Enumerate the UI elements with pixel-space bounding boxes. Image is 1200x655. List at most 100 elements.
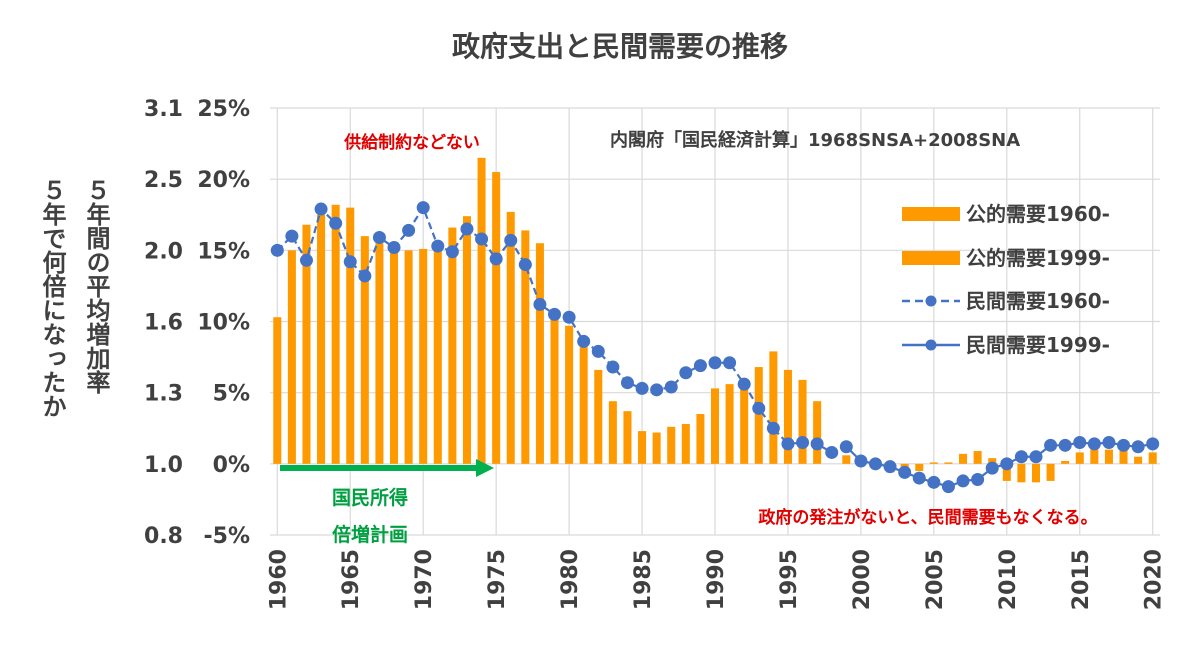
- x-tick-label: 2010: [996, 549, 1021, 610]
- bar: [973, 451, 982, 464]
- bar: [404, 250, 413, 464]
- bar: [667, 426, 676, 464]
- bar: [681, 423, 690, 464]
- data-point: [723, 356, 737, 370]
- data-point: [971, 472, 985, 486]
- bar: [652, 432, 661, 464]
- data-point: [518, 258, 532, 272]
- plan-arrow-head: [476, 459, 494, 477]
- data-point: [562, 310, 576, 324]
- bar: [783, 369, 792, 464]
- data-point: [839, 440, 853, 454]
- bar: [433, 246, 442, 464]
- bar: [448, 227, 457, 464]
- data-point: [708, 356, 722, 370]
- legend-marker-private-1960: [925, 295, 937, 307]
- bar: [346, 207, 355, 464]
- legend-swatch-public-1960: [902, 207, 960, 221]
- x-tick-label: 1970: [412, 549, 437, 610]
- bar: [608, 401, 617, 464]
- data-point: [898, 465, 912, 479]
- data-point: [1102, 435, 1116, 449]
- bar: [1031, 463, 1040, 483]
- bar: [521, 230, 530, 464]
- bar: [492, 172, 501, 464]
- data-point: [927, 475, 941, 489]
- legend-label-private-1999: 民間需要1999-: [966, 333, 1110, 357]
- bar: [1148, 452, 1157, 464]
- bar: [477, 157, 486, 464]
- y-tick-label-pct: 10%: [197, 311, 250, 336]
- legend-marker-private-1999: [925, 339, 937, 351]
- bar: [754, 367, 763, 464]
- annotation-supply: 供給制約などない: [343, 132, 480, 153]
- data-point: [737, 377, 751, 391]
- bar: [287, 250, 296, 464]
- bar: [594, 369, 603, 464]
- x-axis-ticks: 1960 1965 1970 1975 1980 1985 1990 1995 2000 2005…: [266, 549, 1166, 610]
- bar: [419, 248, 428, 464]
- data-point: [1073, 435, 1087, 449]
- bar: [462, 216, 471, 464]
- data-point: [577, 334, 591, 348]
- data-point: [752, 401, 766, 415]
- data-point: [956, 474, 970, 488]
- data-point: [445, 245, 459, 259]
- bar: [360, 236, 369, 464]
- bar: [565, 325, 574, 464]
- series-line: [845, 441, 1153, 488]
- data-point: [416, 201, 430, 215]
- y-tick-label-multiple: 3.1: [144, 97, 183, 122]
- bar: [638, 431, 647, 464]
- data-point: [314, 202, 328, 216]
- x-tick-label: 1975: [485, 549, 510, 610]
- legend-label-public-1960: 公的需要1960-: [966, 202, 1110, 226]
- data-point: [460, 222, 474, 236]
- line-series: [270, 201, 1160, 494]
- x-tick-label: 1995: [777, 549, 802, 610]
- x-tick-label: 1980: [558, 549, 583, 610]
- data-point: [693, 359, 707, 373]
- legend: 公的需要1960- 公的需要1999- 民間需要1960- 民間需要1999-: [902, 202, 1110, 357]
- x-tick-label: 1990: [704, 549, 729, 610]
- data-point: [796, 435, 810, 449]
- bar: [842, 455, 851, 464]
- bar: [915, 463, 924, 471]
- bar: [535, 243, 544, 464]
- y-tick-label-multiple: 1.0: [144, 453, 183, 478]
- data-point: [854, 454, 868, 468]
- y-tick-label-pct: 5%: [213, 382, 250, 407]
- x-tick-label: 2020: [1142, 549, 1167, 610]
- data-point: [1029, 450, 1043, 464]
- data-point: [781, 437, 795, 451]
- y-tick-label-pct: 20%: [197, 168, 250, 193]
- data-point: [766, 421, 780, 435]
- bar: [725, 384, 734, 464]
- x-tick-label: 1960: [266, 549, 291, 610]
- bar: [769, 351, 778, 464]
- data-point: [810, 437, 824, 451]
- legend-label-private-1960: 民間需要1960-: [966, 289, 1110, 313]
- y-tick-label-pct: 15%: [197, 239, 250, 264]
- data-point: [285, 229, 299, 243]
- data-point: [489, 252, 503, 266]
- data-point: [270, 243, 284, 257]
- bar: [623, 411, 632, 464]
- y-tick-label-multiple: 0.8: [144, 524, 183, 549]
- data-point: [635, 381, 649, 395]
- bar: [1134, 456, 1143, 464]
- x-tick-label: 1985: [631, 549, 656, 610]
- data-point: [1000, 457, 1014, 471]
- annotation-conclusion: 政府の発注がないと、民間需要もなくなる。: [758, 507, 1097, 528]
- data-point: [1014, 450, 1028, 464]
- source-note: 内閣府「国民経済計算」1968SNSA+2008SNA: [610, 129, 1020, 151]
- bar: [1061, 460, 1070, 464]
- data-point: [868, 457, 882, 471]
- bar: [1017, 463, 1026, 483]
- data-point: [533, 297, 547, 311]
- data-point: [431, 239, 445, 253]
- bar: [506, 211, 515, 464]
- data-point: [372, 231, 386, 245]
- y-tick-label-multiple: 2.5: [144, 168, 183, 193]
